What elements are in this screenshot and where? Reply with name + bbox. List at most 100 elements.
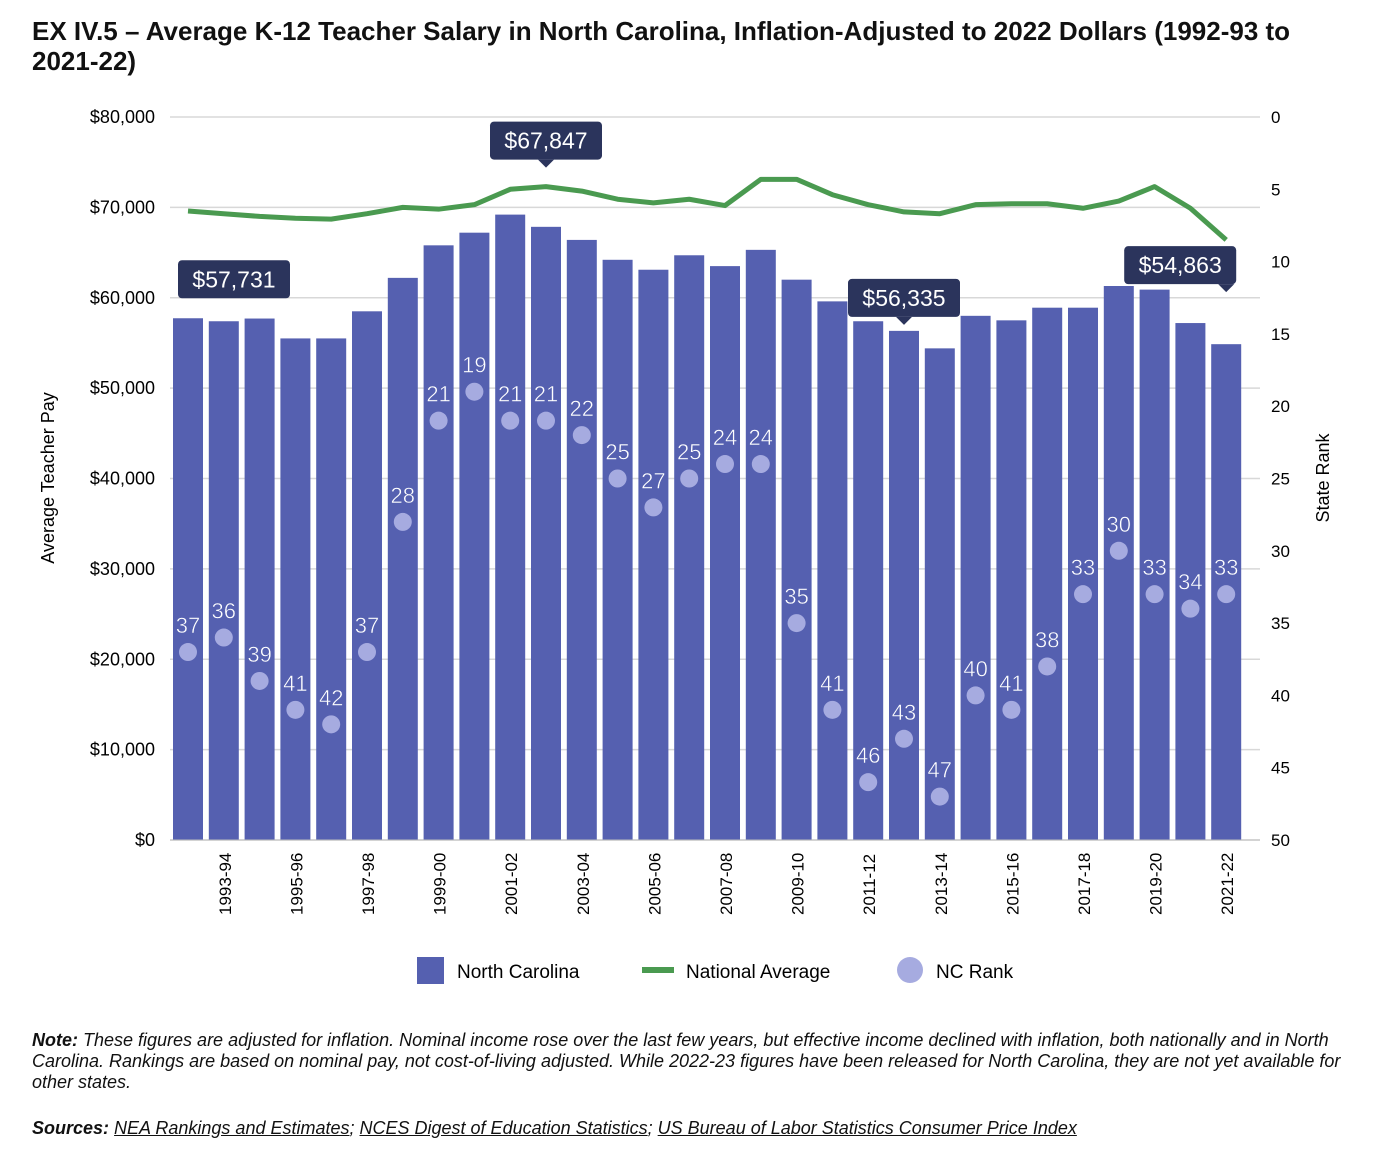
- rank-dot: [322, 715, 341, 734]
- rank-dot: [1145, 585, 1164, 604]
- rank-label: 41: [999, 671, 1023, 696]
- x-tick-label: 2001-02: [502, 853, 521, 915]
- y2-tick-label: 0: [1271, 108, 1280, 127]
- x-tick-label: 1995-96: [287, 853, 306, 915]
- callout-text: $67,847: [504, 128, 587, 154]
- rank-label: 34: [1178, 570, 1202, 595]
- rank-dot: [429, 411, 448, 430]
- x-tick-label: 2021-22: [1218, 853, 1237, 915]
- bar: [1175, 323, 1206, 840]
- rank-label: 46: [856, 743, 880, 768]
- rank-dot: [1217, 585, 1236, 604]
- x-tick-label: 2013-14: [932, 853, 951, 915]
- callout-text: $56,335: [862, 285, 945, 311]
- rank-label: 41: [283, 671, 307, 696]
- callout-box: [490, 121, 602, 160]
- rank-dot: [930, 787, 949, 806]
- callout-text: $54,863: [1139, 252, 1222, 278]
- bar: [745, 249, 776, 840]
- rank-label: 25: [677, 440, 701, 465]
- rank-label: 36: [212, 599, 236, 624]
- bar: [495, 214, 526, 841]
- x-tick-label: 2017-18: [1075, 853, 1094, 915]
- bar: [244, 318, 275, 840]
- rank-label: 41: [820, 671, 844, 696]
- rank-dot: [1109, 541, 1128, 560]
- rank-label: 24: [713, 425, 737, 450]
- bar: [1032, 307, 1063, 840]
- rank-label: 24: [749, 425, 773, 450]
- bar: [459, 232, 490, 840]
- x-tick-label: 1993-94: [216, 853, 235, 915]
- chart-title: EX IV.5 – Average K-12 Teacher Salary in…: [32, 16, 1291, 76]
- y-tick-label: $50,000: [90, 378, 155, 398]
- legend-swatch-north-carolina: [417, 957, 444, 984]
- rank-label: 39: [247, 642, 271, 667]
- rank-dot: [823, 700, 842, 719]
- rank-dot: [179, 643, 197, 662]
- bar: [817, 301, 848, 840]
- legend: North Carolina National Average NC Rank: [417, 957, 1014, 984]
- rank-dot: [787, 614, 806, 633]
- rank-label: 19: [462, 353, 486, 378]
- rank-dot: [680, 469, 699, 488]
- source-link-nces[interactable]: NCES Digest of Education Statistics: [359, 1118, 648, 1138]
- rank-label: 21: [534, 382, 558, 407]
- bar: [531, 226, 561, 840]
- y-tick-label: $70,000: [90, 197, 155, 217]
- bar: [208, 321, 239, 840]
- callout-box: [1124, 246, 1237, 285]
- rank-label: 43: [892, 700, 916, 725]
- rank-dot: [716, 455, 734, 474]
- x-tick-label: 2011-12: [860, 854, 879, 915]
- source-link-nea[interactable]: NEA Rankings and Estimates: [114, 1118, 350, 1138]
- rank-label: 47: [928, 758, 952, 783]
- rank-dot: [286, 700, 305, 719]
- bar: [173, 318, 203, 840]
- rank-dot: [859, 773, 878, 792]
- rank-label: 38: [1035, 627, 1059, 652]
- source-link-bls[interactable]: US Bureau of Labor Statistics Consumer P…: [657, 1118, 1077, 1138]
- bar: [352, 311, 382, 840]
- legend-label: National Average: [686, 962, 830, 983]
- y-tick-label: $0: [135, 830, 155, 850]
- chart-svg: $0 $10,000 $20,000 $30,000 $40,000 $50,000 $60…: [38, 107, 1333, 984]
- rank-dot: [966, 686, 985, 705]
- rank-label: 30: [1107, 512, 1131, 537]
- x-tick-label: 2009-10: [789, 853, 808, 915]
- y2-tick-label: 20: [1271, 397, 1290, 416]
- y2-tick-label: 40: [1271, 686, 1290, 705]
- rank-label: 37: [355, 613, 379, 638]
- bar: [638, 269, 669, 840]
- rank-dot: [1038, 657, 1057, 676]
- rank-label: 40: [963, 656, 987, 681]
- bar: [781, 279, 812, 840]
- rank-label: 21: [498, 382, 522, 407]
- note-text: These figures are adjusted for inflation…: [32, 1030, 1341, 1092]
- rank-dot: [895, 729, 913, 748]
- y2-tick-label: 5: [1271, 180, 1280, 199]
- x-tick-label: 2015-16: [1003, 853, 1022, 915]
- x-tick-label: 2007-08: [717, 853, 736, 915]
- legend-swatch-nc-rank: [897, 957, 923, 983]
- rank-dot: [537, 411, 555, 430]
- rank-dot: [214, 628, 233, 647]
- rank-label: 37: [176, 613, 200, 638]
- bar: [602, 259, 633, 841]
- rank-dot: [501, 411, 520, 430]
- rank-label: 22: [570, 396, 594, 421]
- callout-pointer: [538, 159, 554, 168]
- y2-tick-label: 25: [1271, 470, 1290, 489]
- rank-dot: [1074, 585, 1092, 604]
- x-tick-label: 1999-00: [431, 853, 450, 915]
- y2-axis-label: State Rank: [1313, 432, 1333, 522]
- rank-dot: [1181, 599, 1200, 618]
- note: Note: These figures are adjusted for inf…: [32, 1030, 1352, 1093]
- y2-tick-label: 35: [1271, 614, 1290, 633]
- callout-pointer: [896, 316, 912, 325]
- value-callout: $54,863: [1124, 246, 1237, 293]
- x-tick-label: 2005-06: [645, 853, 664, 915]
- y-tick-label: $60,000: [90, 288, 155, 308]
- y-tick-label: $30,000: [90, 559, 155, 579]
